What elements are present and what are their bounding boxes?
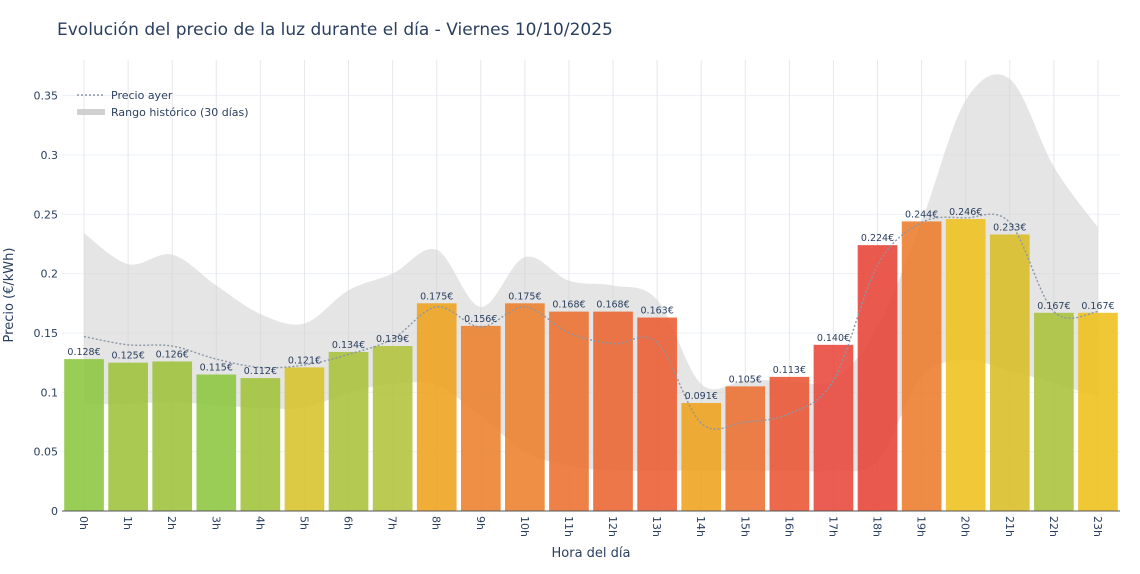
price-bar [725,386,766,511]
chart-title: Evolución del precio de la luz durante e… [57,20,613,40]
price-bar [152,361,193,511]
bar-value-label: 0.121€ [288,355,321,366]
price-bar [328,351,369,511]
bar-value-label: 0.139€ [376,334,409,345]
bar-value-label: 0.224€ [861,233,894,244]
x-tick-label: 15h [738,516,751,537]
bar-value-label: 0.246€ [949,207,982,218]
x-tick-label: 3h [209,516,222,530]
price-bar [240,378,281,511]
x-tick-label: 5h [297,516,310,530]
price-bar [945,219,986,511]
bar-value-label: 0.168€ [596,300,629,311]
bar-value-label: 0.128€ [67,347,100,358]
bar-value-label: 0.115€ [200,363,233,374]
legend-label-range: Rango histórico (30 días) [111,106,249,119]
price-bar [593,311,633,511]
x-tick-label: 16h [782,516,795,537]
price-bar [989,234,1030,511]
bar-value-label: 0.167€ [1081,301,1114,312]
price-bar [769,376,810,511]
y-tick-label: 0.25 [34,208,59,221]
x-axis-title: Hora del día [552,546,631,561]
bar-layer [64,219,1118,511]
bar-value-label: 0.168€ [552,300,585,311]
x-tick-label: 12h [606,516,619,537]
x-tick-label: 8h [430,516,443,530]
x-tick-label: 9h [474,516,487,530]
bar-value-label: 0.233€ [993,222,1026,233]
bar-label-layer: 0.128€ 0.125€ 0.126€ 0.115€ 0.112€ 0.121€ 0.13… [67,207,1114,402]
x-tick-label: 22h [1047,516,1060,537]
x-tick-label: 17h [826,516,839,537]
price-bar [196,374,237,511]
x-tick-label: 1h [121,516,134,530]
y-tick-label: 0 [51,505,58,518]
legend-label-yesterday: Precio ayer [111,89,173,102]
y-tick-label: 0.3 [41,149,59,162]
bar-value-label: 0.244€ [905,209,938,220]
bar-value-label: 0.175€ [420,291,453,302]
price-bar [1078,312,1118,511]
bar-value-label: 0.105€ [729,374,762,385]
legend: Precio ayer Rango histórico (30 días) [77,89,249,119]
price-bar [813,344,854,511]
x-tick-label: 11h [562,516,575,537]
bar-value-label: 0.140€ [817,333,850,344]
price-bar [901,221,942,511]
bar-value-label: 0.113€ [773,365,806,376]
x-tick-label: 6h [342,516,355,530]
yesterday-price-line [83,213,1099,430]
price-bar [460,325,501,511]
bar-value-label: 0.175€ [508,291,541,302]
bar-value-label: 0.126€ [156,349,189,360]
x-tick-label: 21h [1003,516,1016,537]
price-bar [284,367,325,511]
y-tick-label: 0.2 [41,268,59,281]
x-tick-label: 23h [1091,516,1104,537]
x-tick-label: 18h [871,516,884,537]
price-bar [372,346,413,511]
x-tick-label: 7h [386,516,399,530]
bar-value-label: 0.156€ [464,314,497,325]
legend-area-swatch [77,109,105,115]
y-tick-label: 0.35 [34,90,59,103]
price-bar [1034,312,1074,511]
price-bar [637,317,677,511]
x-tick-label: 20h [959,516,972,537]
bar-value-label: 0.091€ [685,391,718,402]
x-tick-label: 2h [165,516,178,530]
price-bar [505,303,545,511]
y-tick-label: 0.15 [34,327,59,340]
bar-value-label: 0.163€ [641,306,674,317]
x-tick-label: 10h [518,516,531,537]
price-bar [64,359,104,511]
price-bar [416,303,457,511]
x-tick-label: 14h [694,516,707,537]
price-bar [108,362,148,511]
bar-value-label: 0.112€ [244,366,277,377]
x-tick-label: 4h [253,516,266,530]
yesterday-line-layer [83,213,1099,430]
y-tick-label: 0.1 [41,386,59,399]
bar-value-label: 0.167€ [1037,301,1070,312]
price-bar [549,311,589,511]
bar-value-label: 0.134€ [332,340,365,351]
bar-value-label: 0.125€ [112,351,145,362]
y-tick-label: 0.05 [34,446,59,459]
y-axis-title: Precio (€/kWh) [2,248,17,343]
price-bar [857,245,898,511]
x-tick-label: 0h [77,516,90,530]
x-tick-label: 13h [650,516,663,537]
x-tick-label: 19h [915,516,928,537]
axis-layer: 0 0.05 0.1 0.15 0.2 0.25 0.3 0.35 0h 1h 2h 3h 4h 5h 6h… [34,90,1120,537]
price-bar [681,402,722,511]
